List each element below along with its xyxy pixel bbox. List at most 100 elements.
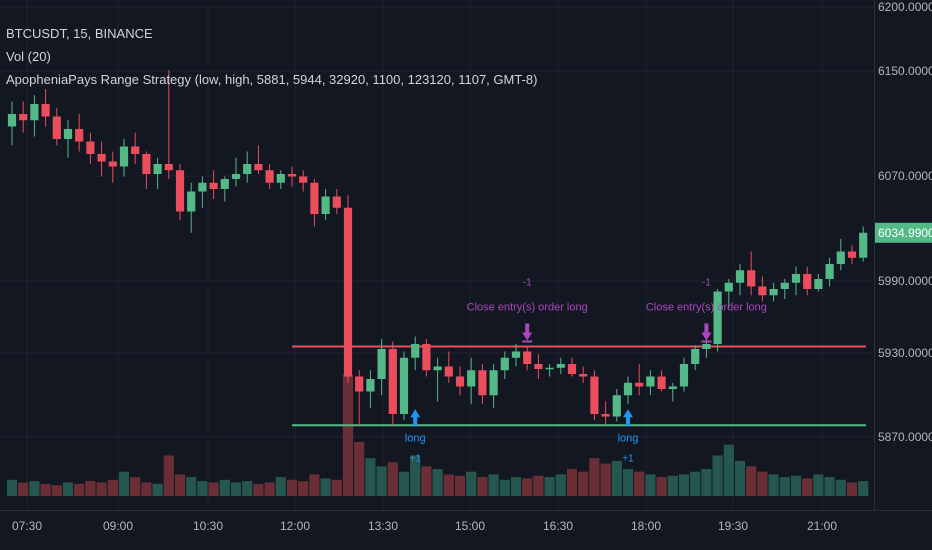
candle-down <box>758 286 767 296</box>
volume-bar <box>723 444 734 496</box>
volume-bar <box>421 466 432 496</box>
volume-bar <box>186 477 197 496</box>
candle-up <box>836 251 845 264</box>
candle-up <box>153 164 162 174</box>
volume-bar <box>29 481 40 496</box>
volume-bar <box>578 471 589 496</box>
candle-down <box>747 270 756 287</box>
close-exit-arrow <box>701 323 712 341</box>
time-tick-label: 19:30 <box>718 519 748 533</box>
candle-down <box>657 376 666 389</box>
volume-bar <box>309 474 320 496</box>
candle-up <box>30 104 39 121</box>
candle-up <box>668 386 677 389</box>
candle-down <box>601 414 610 417</box>
candle-up <box>769 289 778 296</box>
time-tick-label: 07:30 <box>12 519 42 533</box>
candle-up <box>243 164 252 174</box>
volume-bar <box>286 479 298 496</box>
candle-down <box>355 376 364 392</box>
candle-up <box>702 344 711 349</box>
volume-bar <box>566 469 578 496</box>
candle-up <box>411 344 420 358</box>
time-tick-label: 15:00 <box>455 519 485 533</box>
candle-down <box>164 164 173 171</box>
volume-indicator-label[interactable]: Vol (20) <box>6 49 51 64</box>
volume-bar <box>242 481 253 496</box>
volume-bar <box>466 471 477 496</box>
volume-bar <box>656 477 667 496</box>
candle-up <box>433 366 442 371</box>
candle-down <box>478 370 487 396</box>
volume-bar <box>163 455 174 496</box>
candle-down <box>579 374 588 377</box>
time-tick-label: 12:00 <box>280 519 310 533</box>
candle-up <box>500 357 509 371</box>
volume-bar <box>589 458 600 496</box>
volume-bar <box>365 458 376 496</box>
candle-down <box>86 141 95 154</box>
volume-bar <box>858 481 869 496</box>
long-signal-qty: +1 <box>622 453 634 464</box>
volume-bar <box>219 479 230 496</box>
volume-bar <box>824 477 835 496</box>
candle-up <box>859 232 868 258</box>
volume-bar <box>141 482 152 496</box>
candle-down <box>343 207 353 377</box>
volume-bar <box>354 442 365 496</box>
volume-bar <box>118 471 130 496</box>
time-tick-label: 13:30 <box>368 519 398 533</box>
candle-down <box>265 170 274 183</box>
volume-bar <box>846 482 858 496</box>
candle-down <box>108 161 117 167</box>
volume-bar <box>208 482 219 496</box>
candle-up <box>276 174 285 183</box>
candle-up <box>321 196 330 214</box>
strategy-label[interactable]: ApopheniaPays Range Strategy (low, high,… <box>6 72 538 87</box>
candle-up <box>220 179 229 189</box>
candle-down <box>310 182 319 214</box>
time-tick-label: 16:30 <box>543 519 573 533</box>
close-signal-qty: -1 <box>523 278 532 289</box>
candle-up <box>713 291 722 344</box>
candle-up <box>646 376 655 387</box>
volume-bar <box>40 483 51 496</box>
time-tick-label: 21:00 <box>807 519 837 533</box>
volume-bar <box>443 474 454 496</box>
candle-down <box>19 114 28 121</box>
volume-bar <box>622 469 634 496</box>
volume-bar <box>410 455 421 496</box>
volume-bar <box>6 479 18 496</box>
candle-up <box>187 191 196 212</box>
candle-up <box>366 379 375 392</box>
volume-bar <box>51 485 62 496</box>
volume-bar <box>701 469 712 496</box>
volume-bar <box>678 474 690 496</box>
volume-bar <box>667 475 678 496</box>
candle-up <box>612 395 621 417</box>
candle-up <box>679 364 689 387</box>
volume-bar <box>342 374 354 496</box>
candle-down <box>444 366 453 377</box>
volume-bar <box>376 466 387 496</box>
candle-down <box>422 344 431 371</box>
candle-up <box>735 270 745 283</box>
candle-up <box>511 351 521 358</box>
volume-bar <box>555 474 566 496</box>
volume-bar <box>634 471 645 496</box>
candle-down <box>635 382 644 387</box>
long-signal-qty: +1 <box>409 453 421 464</box>
candle-down <box>41 104 50 117</box>
candle-down <box>175 170 185 212</box>
volume-bar <box>62 482 74 496</box>
candle-up <box>7 114 17 127</box>
candle-up <box>119 146 129 167</box>
candle-up <box>623 382 633 396</box>
volume-bar <box>533 475 544 496</box>
volume-bar <box>174 474 186 496</box>
symbol-label[interactable]: BTCUSDT, 15, BINANCE <box>6 26 153 41</box>
volume-bar <box>734 460 746 496</box>
